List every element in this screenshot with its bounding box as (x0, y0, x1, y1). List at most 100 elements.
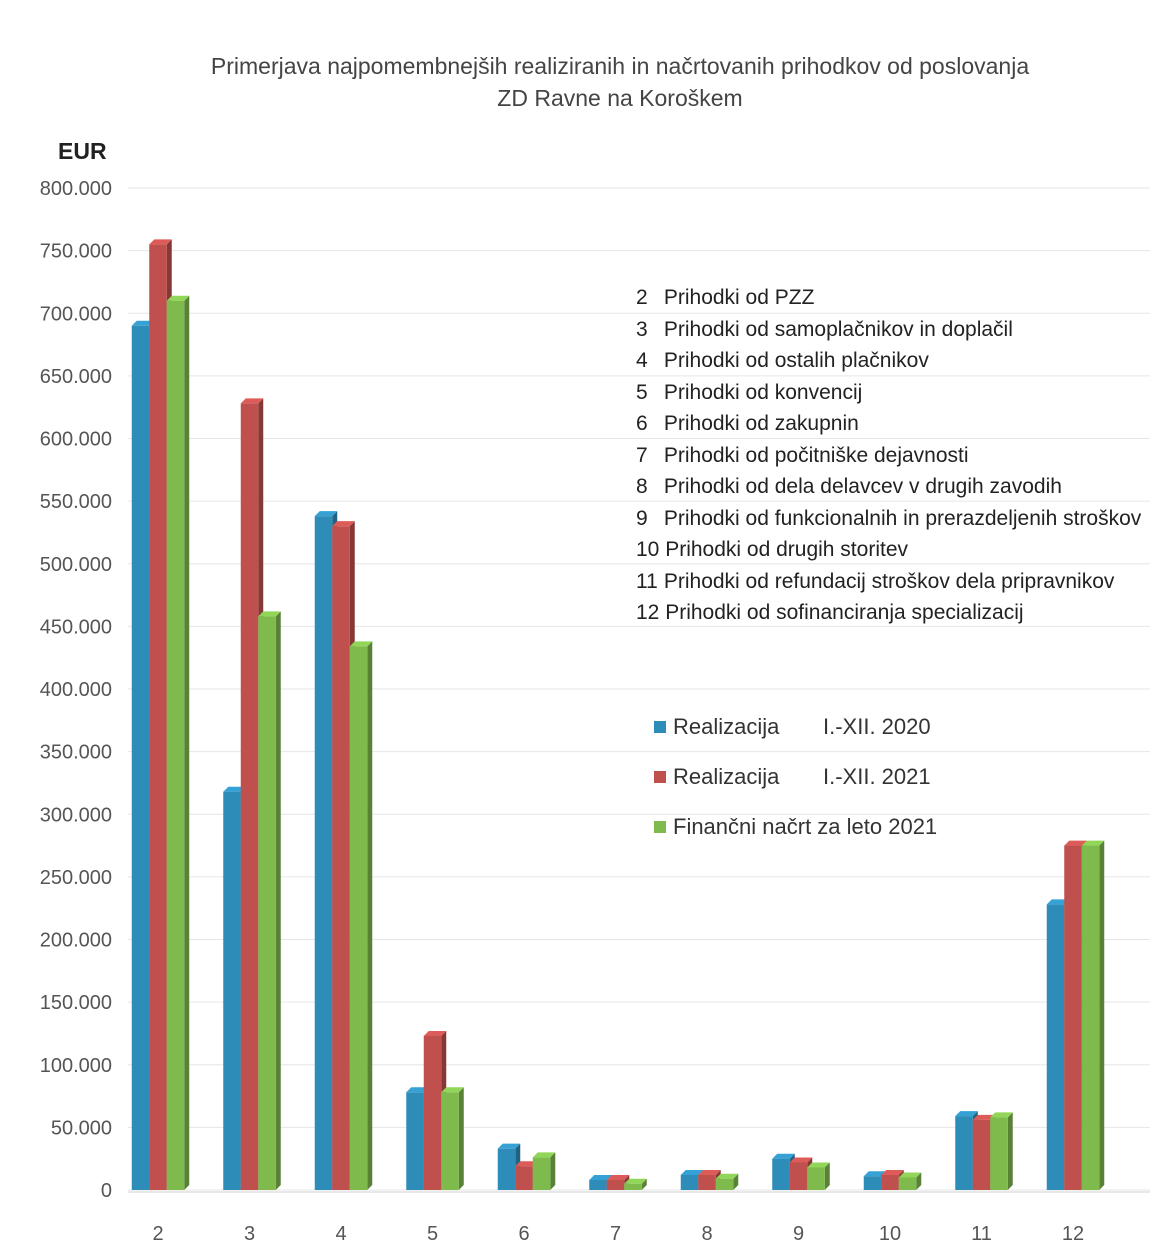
bar (515, 1166, 533, 1190)
bar (990, 1117, 1008, 1190)
bar (955, 1116, 973, 1190)
bar (881, 1174, 899, 1190)
y-tick-label: 600.000 (40, 429, 112, 451)
bar-top (863, 1171, 887, 1177)
bar (532, 1157, 551, 1190)
bar-top (807, 1162, 830, 1168)
bar (349, 646, 368, 1190)
bar-side (184, 295, 190, 1191)
bar-top (955, 1111, 978, 1117)
bar-top (589, 1174, 612, 1180)
x-tick-label: 2 (152, 1223, 163, 1245)
bar-top (423, 1030, 447, 1036)
bar-side (367, 641, 373, 1190)
bar-top (131, 320, 155, 326)
bar (131, 325, 150, 1190)
x-tick-label: 7 (610, 1223, 621, 1245)
bar-side (824, 1162, 830, 1190)
category-legend: 2 Prihodki od PZZ 3 Prihodki od samoplač… (636, 282, 1141, 629)
bar (240, 403, 259, 1190)
bar-top (497, 1143, 521, 1149)
x-tick-label: 11 (971, 1223, 992, 1245)
bar (332, 526, 350, 1190)
bar (589, 1179, 607, 1190)
bar (497, 1148, 516, 1190)
bar-side (1007, 1112, 1013, 1190)
series-legend-item: Realizacija I.-XII. 2020 (654, 702, 937, 752)
bar-top (990, 1112, 1013, 1118)
bar (715, 1178, 734, 1190)
bar-top (715, 1173, 739, 1179)
bar-side (733, 1173, 739, 1190)
bar-top (789, 1157, 813, 1163)
category-legend-item: 11 Prihodki od refundacij stroškov dela … (636, 569, 1115, 593)
y-tick-label: 350.000 (40, 742, 112, 764)
bar-top (240, 398, 264, 404)
category-legend-item: 9 Prihodki od funkcionalnih in prerazdel… (636, 506, 1142, 530)
bar (807, 1167, 825, 1190)
bar-top (332, 521, 355, 527)
chart-title-block: Primerjava najpomembnejših realiziranih … (120, 50, 1120, 114)
bar (314, 516, 333, 1190)
bar (1046, 904, 1065, 1190)
y-tick-label: 0 (101, 1180, 112, 1202)
category-legend-item: 6 Prihodki od zakupnin (636, 412, 859, 435)
y-tick-label: 700.000 (40, 303, 112, 325)
bar-side (275, 611, 281, 1190)
y-tick-label: 150.000 (40, 992, 112, 1014)
category-legend-item: 2 Prihodki od PZZ (636, 286, 815, 309)
bar (223, 791, 241, 1190)
y-tick-label: 650.000 (40, 366, 112, 388)
bar (166, 300, 185, 1191)
bar (606, 1179, 625, 1190)
bar-top (441, 1087, 464, 1093)
x-tick-label: 6 (518, 1223, 529, 1245)
bar-top (166, 295, 190, 301)
bar (1081, 845, 1100, 1190)
category-legend-item: 3 Prihodki od samoplačnikov in doplačil (636, 317, 1013, 341)
bar-top (515, 1161, 538, 1167)
series-swatch-plan-2021 (654, 821, 666, 833)
y-tick-label: 400.000 (40, 679, 112, 701)
bar-top (1046, 899, 1070, 905)
bar-side (1099, 840, 1105, 1190)
series-swatch-realizacija-2021 (654, 771, 666, 783)
y-tick-label: 450.000 (40, 616, 112, 638)
bar-top (258, 611, 281, 617)
bar (406, 1092, 424, 1190)
bar-top (624, 1178, 647, 1184)
bar-top (532, 1152, 556, 1158)
bar-top (898, 1172, 922, 1178)
bar-top (606, 1174, 630, 1180)
y-tick-label: 300.000 (40, 804, 112, 826)
y-tick-label: 50.000 (51, 1117, 112, 1139)
chart-subtitle: ZD Ravne na Koroškem (497, 85, 743, 111)
bar-top (349, 641, 373, 647)
x-tick-label: 4 (335, 1223, 346, 1245)
x-tick-label: 5 (427, 1223, 438, 1245)
bar-top (223, 786, 246, 792)
y-tick-label: 100.000 (40, 1055, 112, 1077)
chart-title: Primerjava najpomembnejših realiziranih … (210, 53, 1030, 79)
bar (898, 1177, 917, 1190)
y-tick-label: 800.000 (40, 178, 112, 200)
bar-side (458, 1087, 464, 1190)
y-tick-label: 750.000 (40, 241, 112, 263)
x-tick-label: 9 (793, 1223, 804, 1245)
bar (1064, 845, 1082, 1190)
series-legend-item: Realizacija I.-XII. 2021 (654, 752, 937, 802)
bar-top (698, 1169, 721, 1175)
x-tick-label: 8 (701, 1223, 712, 1245)
x-tick-label: 10 (879, 1223, 901, 1245)
bar (863, 1176, 882, 1190)
bar-top (972, 1114, 996, 1120)
bar (789, 1162, 808, 1190)
bar (680, 1174, 699, 1190)
bar (149, 244, 167, 1191)
category-legend-item: 10 Prihodki od drugih storitev (636, 538, 908, 561)
bar-side (641, 1178, 647, 1190)
category-legend-item: 4 Prihodki od ostalih plačnikov (636, 349, 929, 372)
bar-top (406, 1087, 429, 1093)
bar-top (149, 239, 172, 245)
